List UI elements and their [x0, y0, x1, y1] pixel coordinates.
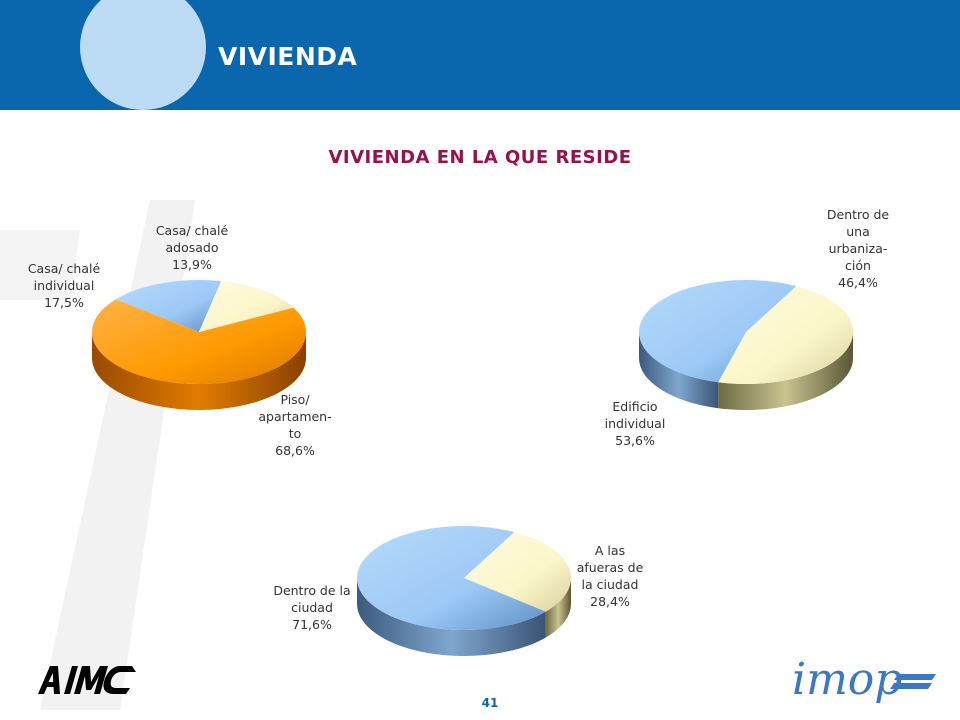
pie-3-slice-2 [357, 526, 546, 630]
label-pie3-dentro-ciudad: Dentro de la ciudad 71,6% [273, 583, 351, 632]
pie-chart-3 [357, 526, 572, 656]
imop-logo: imop [792, 654, 936, 705]
pie-2-slice-1-side [718, 332, 853, 410]
page-number: 41 [481, 696, 499, 710]
label-pie1-individual: Casa/ chalé individual 17,5% [27, 261, 101, 310]
pie-1-slice-1 [91, 299, 307, 385]
label-pie2-urbanizacion: Dentro de una urbaniza- ción 46,4% [826, 207, 890, 290]
aimc-logo [38, 666, 136, 694]
pie-3-slice-1 [464, 532, 572, 612]
chart-title: VIVIENDA EN LA QUE RESIDE [328, 147, 632, 168]
label-pie2-edificio: Edificio individual 53,6% [604, 399, 666, 448]
pie-chart-1 [91, 280, 307, 410]
pie-3-slice-1-side [545, 578, 571, 638]
pie-1-slice-2 [115, 280, 222, 332]
pie-1-slice-1-side [92, 332, 306, 410]
pie-chart-2 [638, 280, 854, 410]
label-pie1-piso: Piso/ apartamen- to 68,6% [258, 392, 332, 458]
imop-logo-text: imop [792, 654, 902, 705]
pie-2-slice-1 [718, 286, 854, 385]
label-pie1-adosado: Casa/ chalé adosado 13,9% [155, 223, 229, 272]
header-circle [80, 0, 206, 110]
label-pie3-afueras: A las afueras de la ciudad 28,4% [576, 543, 644, 609]
pie-2-slice-2-side [638, 332, 719, 409]
pie-2-slice-2 [639, 280, 797, 383]
pie-1-slice-3 [199, 281, 294, 332]
page-title: VIVIENDA [218, 42, 358, 71]
pie-3-slice-2-side [357, 578, 546, 656]
